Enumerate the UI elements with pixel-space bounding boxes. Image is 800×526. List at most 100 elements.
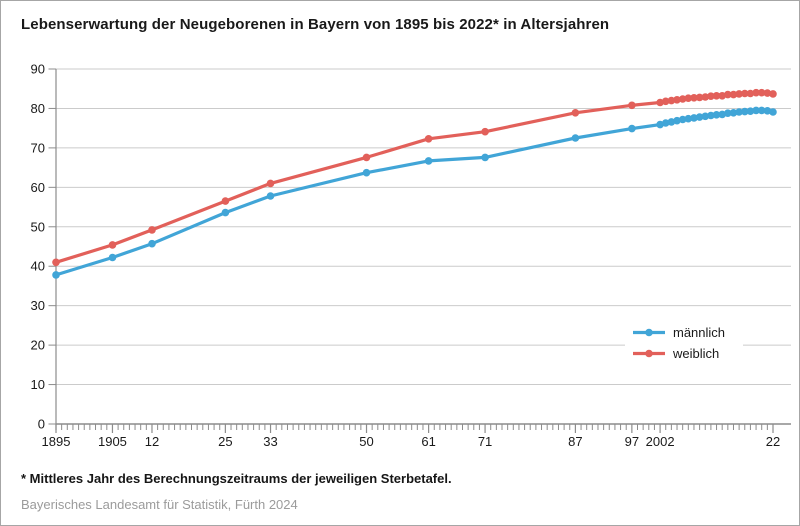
data-point: [678, 95, 687, 103]
data-point: [667, 96, 676, 105]
x-tick-label: 61: [421, 434, 435, 449]
legend-background: [625, 317, 743, 369]
y-tick-label: 50: [31, 219, 45, 234]
y-tick-label: 60: [31, 180, 45, 195]
y-tick-label: 10: [31, 377, 45, 392]
x-tick-label: 50: [359, 434, 373, 449]
chart-title: Lebenserwartung der Neugeborenen in Baye…: [21, 16, 610, 33]
data-point: [707, 92, 715, 100]
data-point: [695, 93, 704, 102]
data-point: [769, 108, 777, 116]
x-tick-label: 1895: [42, 434, 71, 449]
data-point: [763, 89, 772, 97]
data-point: [735, 108, 743, 116]
x-tick-label: 97: [625, 434, 639, 449]
x-tick-marks: [55, 424, 774, 433]
data-point: [746, 107, 755, 115]
data-point: [628, 124, 636, 133]
y-tick-label: 80: [31, 101, 45, 116]
data-point: [724, 90, 732, 99]
legend-marker-maennlich-icon: [645, 328, 653, 337]
data-point: [221, 197, 230, 205]
y-tick-label: 90: [31, 62, 45, 77]
series-line: [54, 91, 775, 264]
legend-label-maennlich: männlich: [673, 325, 725, 340]
data-point: [684, 94, 693, 102]
data-point: [712, 111, 721, 119]
legend-marker-weiblich-icon: [645, 349, 653, 358]
source-attribution: Bayerisches Landesamt für Statistik, Für…: [21, 497, 298, 512]
data-point: [684, 114, 693, 123]
x-tick-label: 12: [145, 434, 159, 449]
data-point: [695, 113, 704, 121]
data-point: [481, 153, 489, 162]
data-point: [701, 112, 710, 121]
x-tick-label: 22: [766, 434, 780, 449]
data-point: [752, 106, 760, 115]
data-point: [712, 92, 721, 100]
y-tick-label: 0: [38, 417, 45, 432]
axes: [55, 69, 791, 430]
data-point: [148, 226, 156, 234]
data-point: [673, 116, 681, 125]
data-point: [757, 106, 766, 115]
y-tick-labels: 0 10 20 30 40 50 60 70 80 90: [31, 62, 45, 432]
data-point: [628, 101, 636, 110]
y-tick-label: 30: [31, 298, 45, 313]
data-point: [266, 192, 275, 200]
data-point: [221, 208, 230, 217]
series-weiblich: [52, 88, 777, 267]
x-tick-labels: 1895 1905 12 25 33 50 61 71 87 97 2002 22: [42, 434, 781, 449]
data-point: [690, 114, 698, 122]
data-point: [729, 109, 738, 117]
data-point: [362, 168, 371, 177]
data-point: [690, 94, 698, 102]
data-point: [424, 157, 433, 165]
data-point: [724, 109, 732, 117]
x-tick-label: 71: [478, 434, 492, 449]
data-point: [729, 90, 738, 99]
data-point: [424, 135, 433, 143]
data-point: [661, 119, 670, 127]
plot-area: 0 10 20 30 40 50 60 70 80 90 1895 1905 12 25 33 50 61 71 8…: [31, 62, 791, 449]
y-tick-label: 40: [31, 259, 45, 274]
data-point: [108, 253, 117, 262]
series-line: [54, 108, 775, 277]
data-point: [741, 89, 749, 98]
x-tick-label: 1905: [98, 434, 127, 449]
data-point: [769, 90, 777, 98]
y-tick-marks: [48, 68, 56, 425]
x-tick-label: 2002: [646, 434, 675, 449]
data-point: [52, 271, 60, 279]
data-point: [148, 239, 156, 248]
data-point: [678, 115, 687, 124]
data-point: [571, 109, 580, 117]
data-point: [661, 97, 670, 106]
x-tick-label: 33: [263, 434, 277, 449]
y-tick-label: 70: [31, 140, 45, 155]
legend-label-weiblich: weiblich: [672, 346, 719, 361]
y-gridlines: [56, 68, 791, 386]
series-maennlich: [52, 106, 777, 279]
data-point: [707, 111, 715, 120]
data-point: [481, 127, 489, 136]
data-point: [362, 153, 371, 162]
data-point: [673, 96, 681, 104]
y-tick-label: 20: [31, 338, 45, 353]
data-point: [757, 88, 766, 97]
legend: männlich weiblich: [625, 317, 743, 369]
legend-item-weiblich: weiblich: [633, 346, 719, 361]
data-point: [266, 179, 275, 188]
data-point: [571, 134, 580, 142]
x-tick-label: 87: [568, 434, 582, 449]
data-point: [746, 89, 755, 98]
x-tick-label: 25: [218, 434, 232, 449]
data-point: [52, 258, 60, 267]
data-point: [741, 107, 749, 116]
data-point: [701, 93, 710, 101]
footnote: * Mittleres Jahr des Berechnungszeitraum…: [21, 471, 452, 486]
data-point: [752, 88, 760, 97]
legend-item-maennlich: männlich: [633, 325, 725, 340]
